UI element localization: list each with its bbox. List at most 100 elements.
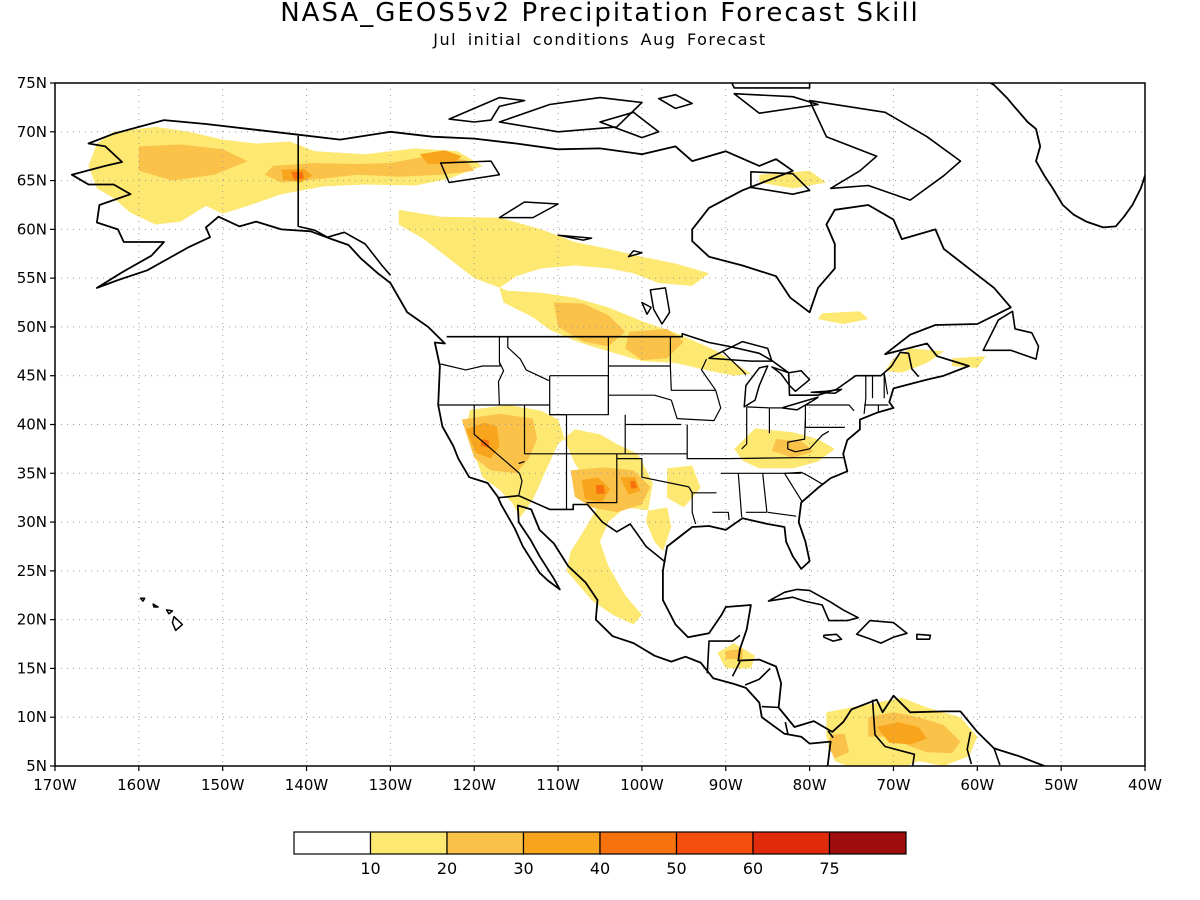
lon-tick-label: 110W [536, 776, 580, 794]
arctic-island-coastline [750, 171, 811, 195]
skill-region [630, 481, 637, 489]
state-border [670, 390, 722, 422]
colorbar-swatch [446, 831, 525, 855]
map-title: NASA_GEOS5v2 Precipitation Forecast Skil… [280, 0, 920, 28]
country-border [498, 494, 666, 563]
state-border [767, 511, 797, 517]
lat-tick-label: 40N [17, 416, 47, 434]
jamaica-coastline [823, 633, 843, 642]
map-subtitle: Jul initial conditions Aug Forecast [433, 30, 767, 49]
lon-tick-label: 50W [1044, 776, 1078, 794]
colorbar-swatch [828, 831, 907, 855]
arctic-island-coastline [599, 111, 660, 139]
skill-region [581, 477, 611, 503]
lat-tick-label: 20N [17, 611, 47, 629]
lon-tick-label: 40W [1128, 776, 1162, 794]
skill-region [264, 155, 475, 183]
state-border [712, 511, 730, 521]
country-border [297, 135, 392, 276]
lat-tick-label: 70N [17, 123, 47, 141]
hispaniola-coastline [855, 619, 908, 644]
skill-region [419, 150, 462, 164]
state-border [762, 473, 768, 513]
state-border [737, 473, 743, 518]
lat-tick-label: 30N [17, 513, 47, 531]
colorbar-label: 50 [666, 859, 686, 878]
hawaii-coastline [139, 597, 146, 602]
country-border [784, 721, 789, 734]
hawaii-coastline [152, 603, 159, 608]
state-border [518, 461, 525, 465]
arctic-island-coastline [448, 96, 526, 123]
skill-region [828, 733, 849, 759]
country-border [871, 699, 916, 766]
colorbar-swatch [675, 831, 754, 855]
lon-tick-label: 140W [285, 776, 329, 794]
colorbar-label: 20 [437, 859, 457, 878]
colorbar-swatch [293, 831, 372, 855]
lake-outline [439, 160, 501, 184]
state-border [586, 453, 618, 504]
lat-tick-label: 10N [17, 708, 47, 726]
lon-tick-label: 90W [709, 776, 743, 794]
state-border [497, 361, 505, 406]
skill-region [759, 170, 827, 189]
lon-tick-label: 100W [620, 776, 664, 794]
hawaii-coastline [171, 615, 184, 632]
state-border [507, 336, 550, 382]
hawaii-coastline [165, 609, 174, 615]
skill-shading-layer [88, 126, 986, 766]
lon-tick-label: 160W [117, 776, 161, 794]
lat-tick-label: 55N [17, 269, 47, 287]
colorbar-swatch [752, 831, 831, 855]
arctic-island-coastline [657, 93, 694, 110]
map-outlines [70, 83, 1145, 766]
skill-region [876, 722, 927, 745]
lake-outline [743, 365, 769, 408]
lon-tick-label: 70W [877, 776, 911, 794]
lon-tick-label: 150W [201, 776, 245, 794]
lon-tick-label: 80W [793, 776, 827, 794]
lake-outline [557, 234, 593, 241]
state-border [805, 404, 855, 412]
country-border [731, 661, 741, 677]
colorbar-label: 40 [590, 859, 610, 878]
state-border [746, 406, 770, 409]
state-border [440, 336, 501, 371]
country-border [446, 332, 920, 397]
colorbar-label: 75 [819, 859, 839, 878]
newfoundland-coastline [982, 310, 1040, 360]
country-border [966, 731, 973, 765]
north-america-coastline [70, 119, 1046, 766]
lake-outline [641, 301, 652, 315]
lake-outline [649, 287, 671, 325]
lake-outline [708, 340, 773, 362]
country-border [761, 705, 780, 709]
lake-outline [781, 396, 819, 411]
country-border [706, 634, 741, 674]
lon-tick-label: 170W [33, 776, 77, 794]
lat-tick-label: 50N [17, 318, 47, 336]
colorbar-label: 10 [360, 859, 380, 878]
state-border [787, 418, 830, 453]
state-border [686, 424, 729, 460]
country-border [827, 730, 834, 739]
lake-outline [498, 201, 559, 219]
lat-tick-label: 15N [17, 659, 47, 677]
lat-tick-label: 5N [26, 757, 47, 775]
puerto-rico-coastline [916, 633, 932, 641]
state-border [616, 458, 690, 488]
lat-tick-label: 65N [17, 172, 47, 190]
arctic-island-coastline [730, 83, 811, 89]
state-border [721, 350, 747, 376]
state-border [608, 394, 672, 401]
colorbar-swatch [369, 831, 448, 855]
skill-region [138, 144, 248, 181]
lon-tick-label: 60W [960, 776, 994, 794]
colorbar-label: 30 [513, 859, 533, 878]
lat-tick-label: 75N [17, 74, 47, 92]
cuba-coastline [767, 588, 860, 622]
country-border [993, 748, 1001, 766]
lat-tick-label: 60N [17, 220, 47, 238]
